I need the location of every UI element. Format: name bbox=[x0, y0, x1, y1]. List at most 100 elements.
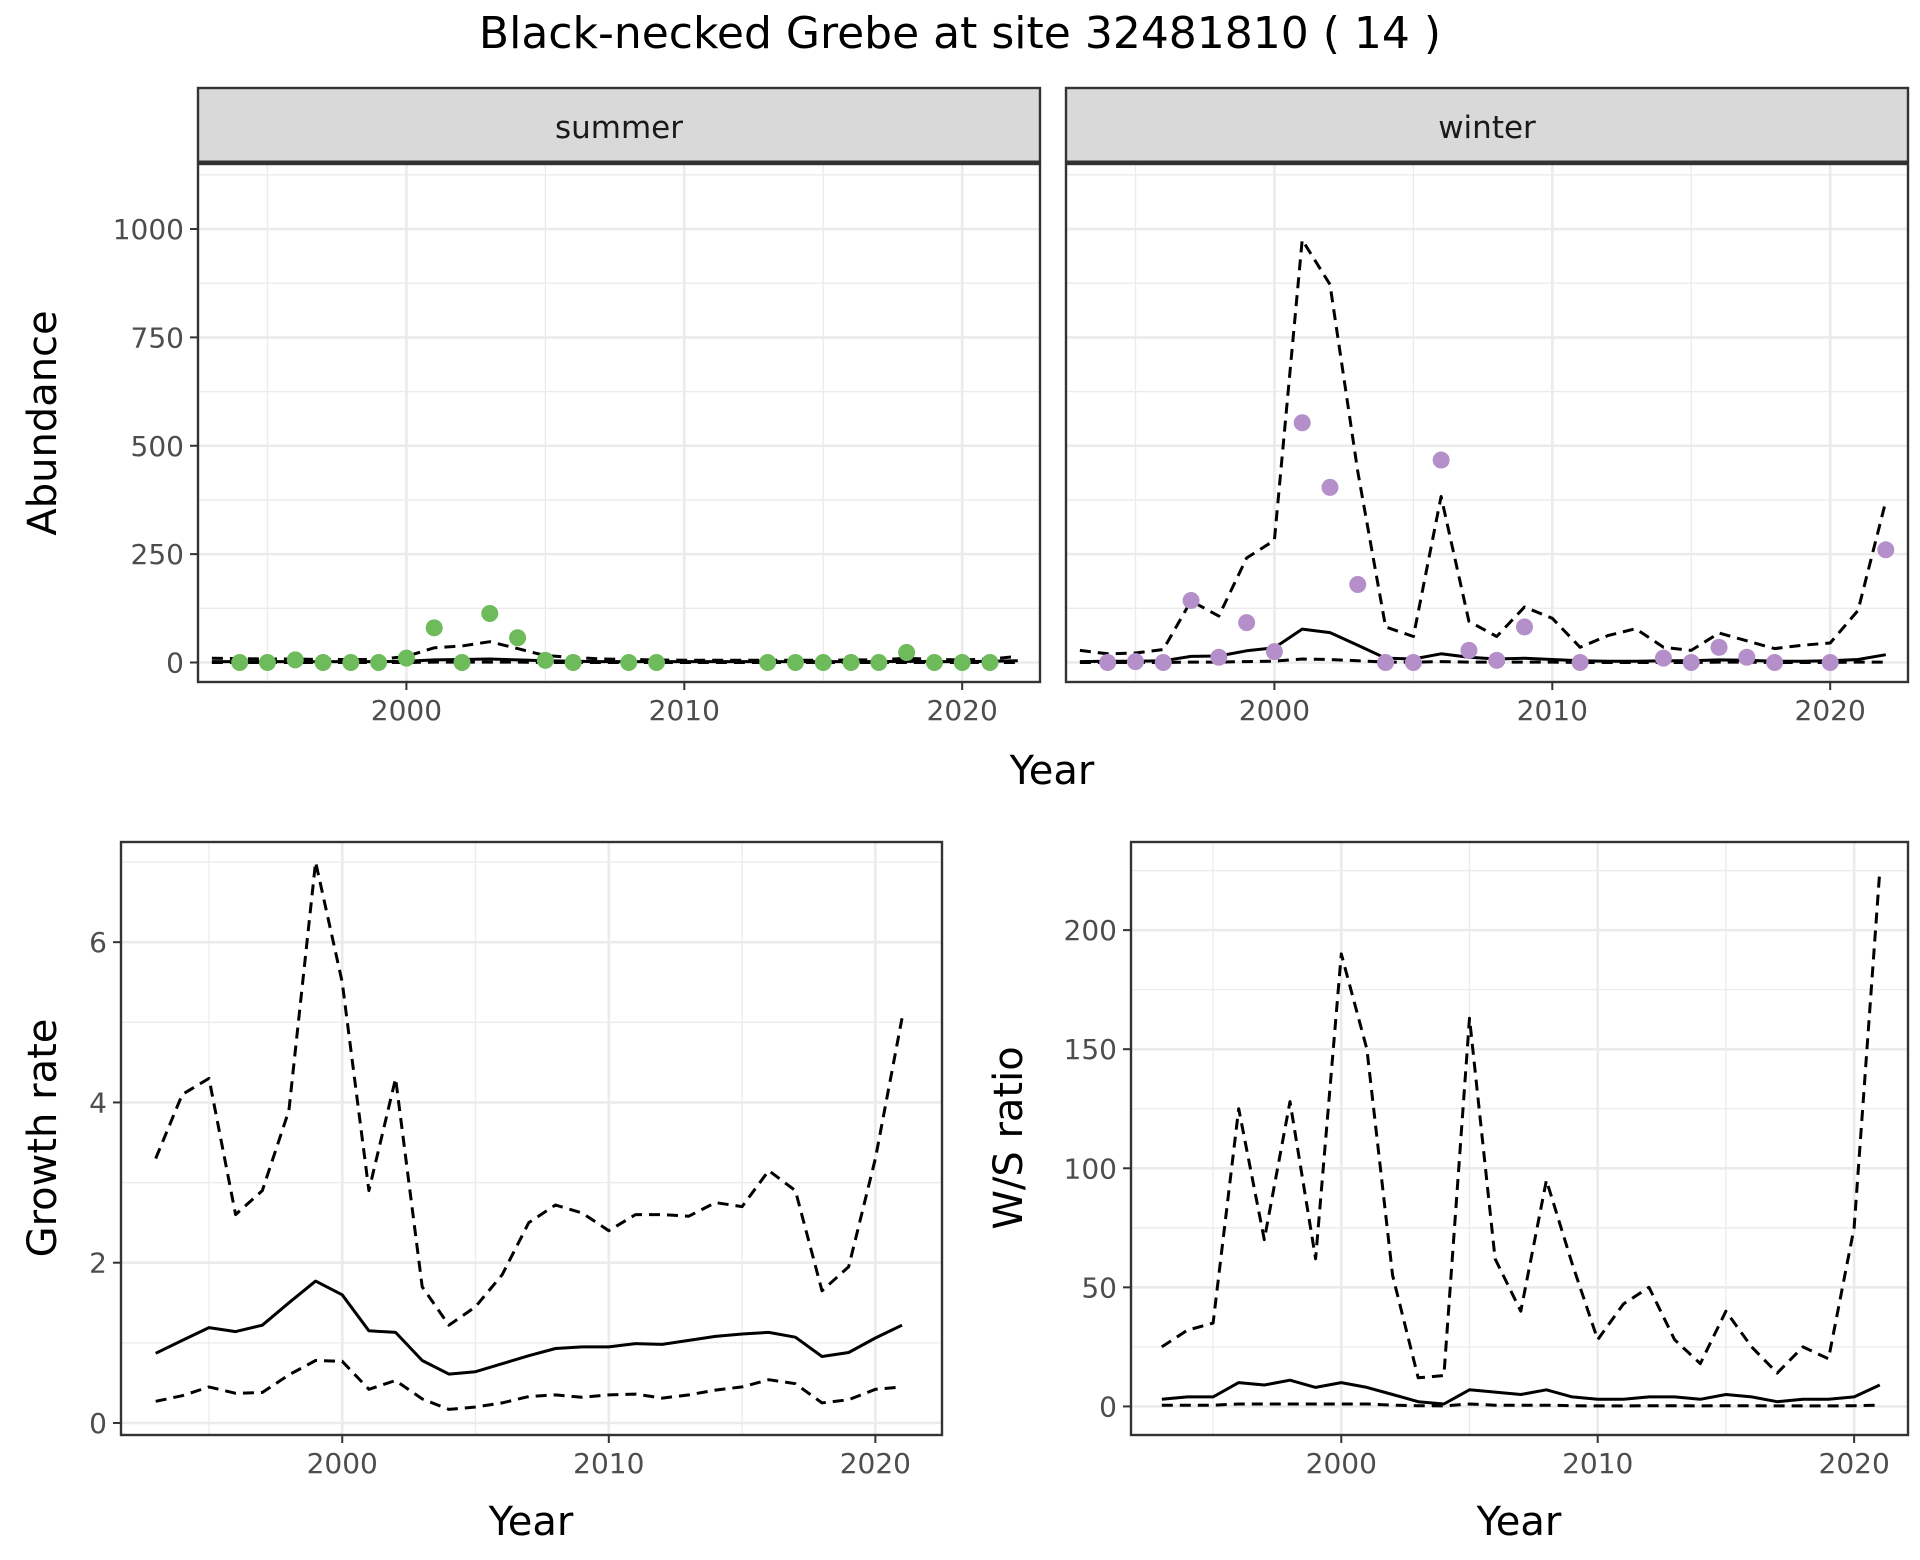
data-point-summer-2019 bbox=[925, 653, 943, 671]
facet-summer-ytick-label-1000: 1000 bbox=[113, 213, 184, 246]
growth-ytick-label-4: 4 bbox=[89, 1086, 107, 1119]
data-point-summer-2002 bbox=[453, 653, 471, 671]
ws-xtick-label-2020: 2020 bbox=[1819, 1447, 1890, 1480]
facet-strip-label-summer: summer bbox=[555, 110, 683, 146]
facet-summer-ytick-label-0: 0 bbox=[166, 646, 184, 679]
facet-winter-xtick-label-2020: 2020 bbox=[1795, 694, 1866, 727]
growth-lower-bound-line bbox=[155, 1359, 903, 1411]
ws-panel-border bbox=[1129, 840, 1910, 1437]
facet-winter-xtick-label-2000: 2000 bbox=[1239, 694, 1310, 727]
data-point-winter-2014 bbox=[1654, 649, 1672, 667]
data-point-summer-2014 bbox=[786, 653, 804, 671]
growth-xtick-label-2020: 2020 bbox=[840, 1447, 911, 1480]
data-point-winter-2009 bbox=[1516, 618, 1534, 636]
abundance-x-axis-label: Year bbox=[1009, 748, 1095, 794]
ws-mean-line bbox=[1161, 1378, 1881, 1406]
ws-ytick-label-0: 0 bbox=[1099, 1390, 1117, 1423]
data-point-summer-2003 bbox=[481, 605, 499, 623]
data-point-winter-2007 bbox=[1460, 641, 1478, 659]
growth-x-axis-label: Year bbox=[488, 1499, 574, 1545]
data-point-summer-1994 bbox=[231, 653, 249, 671]
abundance-y-axis-label: Abundance bbox=[20, 310, 66, 535]
data-point-summer-2005 bbox=[536, 651, 554, 669]
data-point-winter-2005 bbox=[1404, 653, 1422, 671]
data-point-summer-1999 bbox=[370, 653, 388, 671]
growth-xtick-label-2000: 2000 bbox=[307, 1447, 378, 1480]
abundance-chart: summer 2000 2010 2020 0 250 500 750 1000 winter 20… bbox=[20, 86, 1910, 794]
data-point-winter-2003 bbox=[1349, 575, 1367, 593]
ws-xtick-label-2000: 2000 bbox=[1306, 1447, 1377, 1480]
data-point-winter-2008 bbox=[1488, 651, 1506, 669]
facet-strip-label-winter: winter bbox=[1438, 110, 1536, 146]
ws-ratio-chart: 2000 2010 2020 0 50 100 150 200 Year W/S ratio bbox=[986, 840, 1910, 1545]
facet-winter-xtick-label-2010: 2010 bbox=[1517, 694, 1588, 727]
facet-summer-panel-bg bbox=[198, 164, 1040, 682]
data-point-summer-2006 bbox=[564, 653, 582, 671]
data-point-winter-1999 bbox=[1238, 614, 1256, 632]
data-point-winter-2015 bbox=[1682, 653, 1700, 671]
data-point-summer-2000 bbox=[397, 649, 415, 667]
ws-ytick-label-50: 50 bbox=[1081, 1271, 1117, 1304]
data-point-summer-2013 bbox=[759, 653, 777, 671]
facet-summer-ytick-label-500: 500 bbox=[131, 430, 184, 463]
data-point-summer-1997 bbox=[314, 653, 332, 671]
ws-upper-bound-line bbox=[1160, 870, 1882, 1380]
data-point-summer-2018 bbox=[898, 644, 916, 662]
data-point-winter-1997 bbox=[1182, 592, 1200, 610]
facet-summer: summer 2000 2010 2020 0 250 500 750 1000 bbox=[113, 86, 1042, 727]
growth-rate-chart: 2000 2010 2020 0 2 4 6 Year Growth rate bbox=[20, 840, 944, 1545]
growth-ytick-label-2: 2 bbox=[89, 1247, 107, 1280]
data-point-summer-2016 bbox=[842, 653, 860, 671]
data-point-winter-1996 bbox=[1154, 653, 1172, 671]
data-point-summer-2008 bbox=[620, 653, 638, 671]
data-point-summer-2009 bbox=[648, 653, 666, 671]
data-point-winter-2018 bbox=[1766, 653, 1784, 671]
facet-border-winter bbox=[1064, 162, 1910, 684]
facet-winter: winter 2000 2010 2020 bbox=[1064, 86, 1910, 727]
data-point-winter-2016 bbox=[1710, 638, 1728, 656]
ws-panel-bg bbox=[1131, 842, 1908, 1435]
facet-winter-panel-bg bbox=[1066, 164, 1908, 682]
data-point-winter-2022 bbox=[1877, 541, 1895, 559]
data-point-summer-2015 bbox=[814, 653, 832, 671]
growth-ytick-label-0: 0 bbox=[89, 1407, 107, 1440]
facet-summer-xtick-label-2010: 2010 bbox=[649, 694, 720, 727]
data-point-winter-2006 bbox=[1432, 451, 1450, 469]
facet-summer-xtick-label-2000: 2000 bbox=[371, 694, 442, 727]
facet-summer-ytick-label-250: 250 bbox=[131, 538, 184, 571]
ws-lower-bound-line bbox=[1161, 1402, 1880, 1408]
data-point-summer-1996 bbox=[286, 651, 304, 669]
growth-ytick-label-6: 6 bbox=[89, 926, 107, 959]
data-point-winter-2011 bbox=[1571, 653, 1589, 671]
facet-border-summer bbox=[196, 162, 1042, 684]
data-point-summer-2017 bbox=[870, 653, 888, 671]
data-point-summer-2001 bbox=[425, 619, 443, 637]
facet-summer-ytick-label-750: 750 bbox=[131, 321, 184, 354]
growth-y-axis-label: Growth rate bbox=[20, 1019, 66, 1258]
data-point-winter-2004 bbox=[1377, 653, 1395, 671]
data-point-winter-2017 bbox=[1738, 648, 1756, 666]
data-point-winter-2001 bbox=[1293, 414, 1311, 432]
data-point-winter-1995 bbox=[1126, 653, 1144, 671]
data-point-winter-2000 bbox=[1265, 643, 1283, 661]
growth-panel-border bbox=[119, 840, 944, 1437]
ws-x-axis-label: Year bbox=[1476, 1499, 1562, 1545]
figure-title: Black-necked Grebe at site 32481810 ( 14… bbox=[479, 8, 1441, 59]
ws-ytick-label-200: 200 bbox=[1064, 914, 1117, 947]
facet-strip-summer bbox=[196, 86, 1042, 164]
data-point-winter-2002 bbox=[1321, 478, 1339, 496]
ws-ytick-label-100: 100 bbox=[1064, 1152, 1117, 1185]
data-point-summer-2004 bbox=[509, 629, 527, 647]
ws-ytick-label-150: 150 bbox=[1064, 1033, 1117, 1066]
growth-xtick-label-2010: 2010 bbox=[573, 1447, 644, 1480]
data-point-summer-2021 bbox=[981, 653, 999, 671]
ws-y-axis-label: W/S ratio bbox=[986, 1046, 1032, 1229]
data-point-summer-1998 bbox=[342, 653, 360, 671]
facet-summer-xtick-label-2020: 2020 bbox=[927, 694, 998, 727]
data-point-winter-1994 bbox=[1099, 653, 1117, 671]
growth-panel-bg bbox=[121, 842, 942, 1435]
upper-bound-line-winter bbox=[1079, 238, 1888, 656]
data-point-summer-1995 bbox=[258, 653, 276, 671]
